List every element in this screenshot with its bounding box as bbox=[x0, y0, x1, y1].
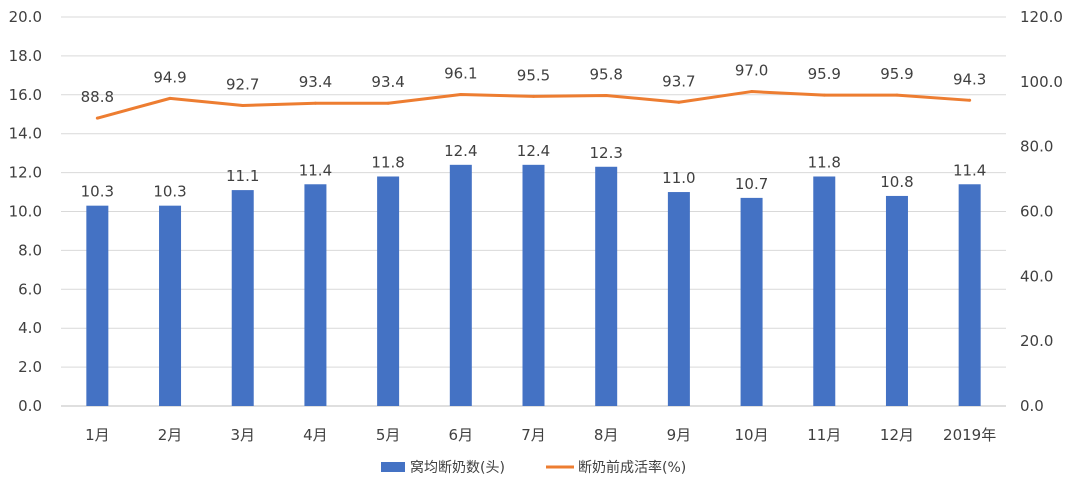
bar-data-label: 12.4 bbox=[444, 142, 477, 160]
bar bbox=[667, 192, 690, 406]
left-tick-label: 20.0 bbox=[9, 8, 42, 26]
left-tick-label: 16.0 bbox=[9, 86, 42, 104]
line-point bbox=[386, 101, 390, 105]
line-data-label: 95.8 bbox=[589, 65, 622, 83]
bar bbox=[595, 166, 618, 406]
category-label: 6月 bbox=[449, 426, 474, 444]
line-point bbox=[895, 93, 899, 97]
category-label: 4月 bbox=[303, 426, 328, 444]
legend: 窝均断奶数(头) 断奶前成活率(%) bbox=[381, 459, 686, 476]
left-tick-label: 18.0 bbox=[9, 47, 42, 65]
category-label: 5月 bbox=[376, 426, 401, 444]
left-tick-label: 0.0 bbox=[18, 397, 42, 415]
left-tick-label: 14.0 bbox=[9, 125, 42, 143]
line-point bbox=[822, 93, 826, 97]
left-tick-label: 10.0 bbox=[9, 203, 42, 221]
bar bbox=[304, 184, 327, 406]
category-label: 7月 bbox=[521, 426, 546, 444]
bar bbox=[377, 176, 400, 406]
line-data-label: 95.9 bbox=[808, 65, 841, 83]
bar-data-label: 12.3 bbox=[589, 144, 622, 162]
category-label: 2月 bbox=[158, 426, 183, 444]
legend-bar-label: 窝均断奶数(头) bbox=[410, 459, 505, 476]
line-series bbox=[95, 90, 972, 120]
line-data-label: 95.9 bbox=[880, 65, 913, 83]
bar bbox=[449, 164, 472, 406]
left-tick-label: 4.0 bbox=[18, 319, 42, 337]
right-tick-label: 20.0 bbox=[1020, 332, 1053, 350]
bar-data-label: 11.1 bbox=[226, 167, 259, 185]
category-label: 8月 bbox=[594, 426, 619, 444]
bar bbox=[740, 197, 763, 406]
line-point bbox=[532, 94, 535, 98]
line-point bbox=[677, 100, 681, 104]
line-point bbox=[968, 98, 972, 102]
line-data-label: 88.8 bbox=[81, 88, 114, 106]
right-tick-label: 100.0 bbox=[1020, 73, 1063, 91]
category-label: 10月 bbox=[735, 426, 769, 444]
bar-data-label: 10.3 bbox=[153, 183, 186, 201]
bar-data-label: 11.0 bbox=[662, 169, 695, 187]
left-tick-label: 6.0 bbox=[18, 280, 42, 298]
line-data-label: 95.5 bbox=[517, 66, 550, 84]
line-point bbox=[168, 96, 172, 100]
bar-data-label: 10.3 bbox=[81, 183, 114, 201]
bar bbox=[86, 205, 109, 406]
line-data-label: 93.4 bbox=[299, 73, 332, 91]
data-labels: 10.3 10.3 11.1 11.4 11.8 12.4 12.4 12.3 11.0 10.7… bbox=[81, 62, 987, 201]
bar bbox=[159, 205, 182, 406]
line-data-label: 96.1 bbox=[444, 64, 477, 82]
legend-line-label: 断奶前成活率(%) bbox=[578, 459, 686, 476]
left-tick-label: 12.0 bbox=[9, 164, 42, 182]
bar-data-label: 11.4 bbox=[299, 161, 332, 179]
bar-data-label: 11.8 bbox=[371, 153, 404, 171]
bar bbox=[958, 184, 981, 406]
right-tick-label: 60.0 bbox=[1020, 203, 1053, 221]
left-y-axis: 0.0 2.0 4.0 6.0 8.0 10.0 12.0 14.0 16.0 18.0 20.0 bbox=[9, 8, 42, 415]
left-tick-label: 8.0 bbox=[18, 241, 42, 259]
category-label: 2019年 bbox=[943, 426, 996, 444]
bar-data-label: 10.7 bbox=[735, 175, 768, 193]
bar bbox=[522, 164, 545, 406]
right-y-axis: 0.0 20.0 40.0 60.0 80.0 100.0 120.0 bbox=[1020, 8, 1063, 415]
line-data-label: 94.9 bbox=[153, 68, 186, 86]
bar bbox=[885, 195, 908, 406]
line-point bbox=[241, 103, 245, 107]
line-point bbox=[95, 116, 99, 120]
bar-series bbox=[86, 164, 981, 406]
line-point bbox=[604, 93, 608, 97]
line-data-label: 94.3 bbox=[953, 70, 986, 88]
legend-bar-swatch bbox=[381, 462, 405, 472]
category-label: 11月 bbox=[807, 426, 841, 444]
x-axis-categories: 1月 2月 3月 4月 5月 6月 7月 8月 9月 10月 11月 12月 2019年 bbox=[85, 426, 996, 444]
line-data-label: 92.7 bbox=[226, 75, 259, 93]
right-tick-label: 40.0 bbox=[1020, 267, 1053, 285]
right-tick-label: 0.0 bbox=[1020, 397, 1044, 415]
right-tick-label: 120.0 bbox=[1020, 8, 1063, 26]
bar-data-label: 11.8 bbox=[808, 153, 841, 171]
bar bbox=[813, 176, 836, 406]
line-point bbox=[459, 92, 463, 96]
line-data-label: 93.7 bbox=[662, 72, 695, 90]
bar-data-label: 10.8 bbox=[880, 173, 913, 191]
category-label: 9月 bbox=[667, 426, 692, 444]
bar-data-label: 11.4 bbox=[953, 161, 986, 179]
bar-data-label: 12.4 bbox=[517, 142, 550, 160]
line-point bbox=[750, 90, 754, 94]
category-label: 12月 bbox=[880, 426, 914, 444]
line-data-label: 93.4 bbox=[371, 73, 404, 91]
category-label: 3月 bbox=[230, 426, 255, 444]
right-tick-label: 80.0 bbox=[1020, 138, 1053, 156]
line-point bbox=[313, 101, 317, 105]
category-label: 1月 bbox=[85, 426, 110, 444]
line-data-label: 97.0 bbox=[735, 62, 768, 80]
left-tick-label: 2.0 bbox=[18, 358, 42, 376]
bar bbox=[231, 190, 254, 406]
